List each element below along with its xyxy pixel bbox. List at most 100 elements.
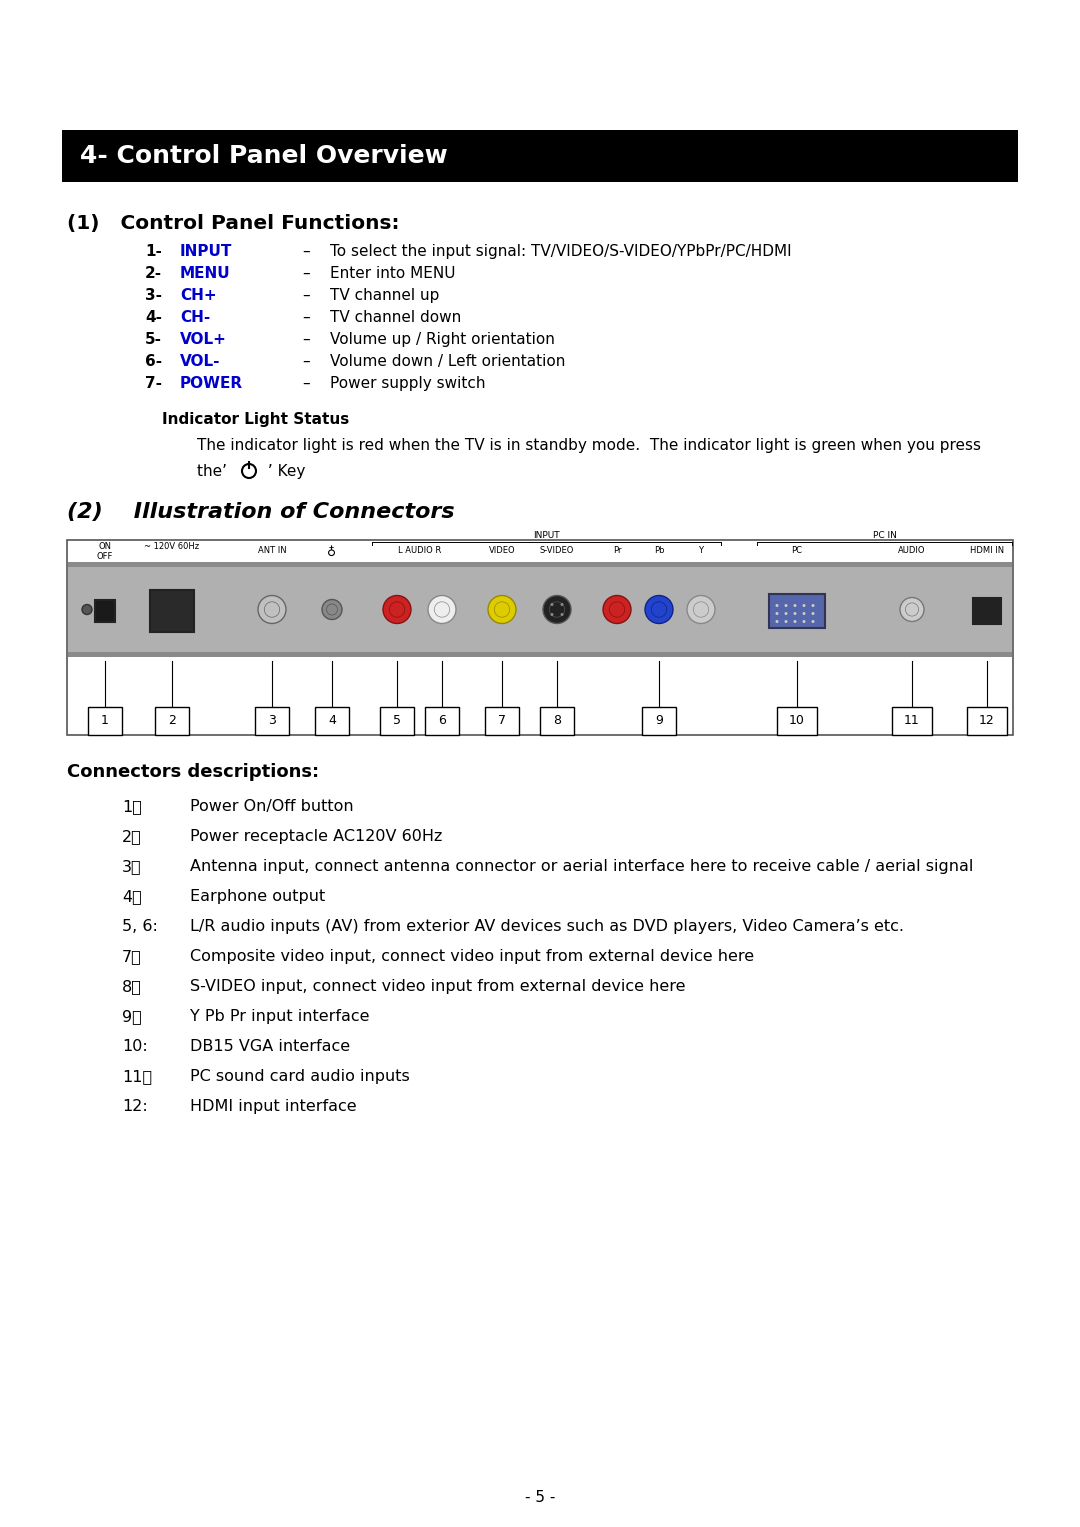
Circle shape [495, 602, 510, 617]
Bar [973, 597, 1001, 623]
Text: PC IN: PC IN [873, 531, 896, 541]
Text: 1：: 1： [122, 799, 141, 814]
Circle shape [775, 612, 779, 615]
Text: INPUT: INPUT [180, 244, 232, 260]
Circle shape [383, 596, 411, 623]
Bar [642, 707, 676, 734]
Text: 2: 2 [168, 715, 176, 727]
Circle shape [794, 612, 797, 615]
Text: 5, 6:: 5, 6: [122, 919, 158, 935]
Text: 11：: 11： [122, 1069, 152, 1084]
Circle shape [811, 605, 814, 608]
Text: 3：: 3： [122, 860, 141, 873]
Circle shape [609, 602, 624, 617]
Text: –: – [302, 354, 310, 370]
Text: 6-: 6- [145, 354, 162, 370]
Bar [62, 130, 1018, 182]
Bar [95, 600, 114, 621]
Bar [380, 707, 414, 734]
Text: VIDEO: VIDEO [488, 547, 515, 554]
Bar [255, 707, 289, 734]
Circle shape [784, 612, 787, 615]
Text: 10: 10 [789, 715, 805, 727]
Text: ♁: ♁ [327, 547, 337, 559]
Text: 5-: 5- [145, 331, 162, 347]
Text: VOL+: VOL+ [180, 331, 227, 347]
Circle shape [551, 603, 554, 606]
Circle shape [794, 620, 797, 623]
Circle shape [322, 600, 342, 620]
Bar [426, 707, 459, 734]
Text: 1-: 1- [145, 244, 162, 260]
Circle shape [905, 603, 919, 615]
Text: Y: Y [699, 547, 703, 554]
Circle shape [802, 620, 806, 623]
Text: 4-: 4- [145, 310, 162, 325]
Circle shape [900, 597, 924, 621]
Text: Enter into MENU: Enter into MENU [330, 266, 456, 281]
Bar [967, 707, 1007, 734]
Text: Pb: Pb [653, 547, 664, 554]
Bar [315, 707, 349, 734]
Circle shape [811, 620, 814, 623]
Text: 11: 11 [904, 715, 920, 727]
Circle shape [687, 596, 715, 623]
Text: The indicator light is red when the TV is in standby mode.  The indicator light : The indicator light is red when the TV i… [197, 438, 981, 454]
Circle shape [651, 602, 666, 617]
Text: –: – [302, 266, 310, 281]
Text: –: – [302, 244, 310, 260]
Text: Volume up / Right orientation: Volume up / Right orientation [330, 331, 555, 347]
Circle shape [693, 602, 708, 617]
Circle shape [551, 612, 554, 615]
Circle shape [794, 605, 797, 608]
Text: 2-: 2- [145, 266, 162, 281]
Circle shape [428, 596, 456, 623]
Text: TV channel up: TV channel up [330, 289, 440, 302]
Text: –: – [302, 289, 310, 302]
Text: 6: 6 [438, 715, 446, 727]
Bar [485, 707, 519, 734]
Circle shape [802, 612, 806, 615]
Text: POWER: POWER [180, 376, 243, 391]
Circle shape [326, 605, 337, 615]
Circle shape [258, 596, 286, 623]
Circle shape [543, 596, 571, 623]
Text: Indicator Light Status: Indicator Light Status [162, 412, 349, 428]
Text: PC: PC [792, 547, 802, 554]
Text: 4：: 4： [122, 889, 141, 904]
Circle shape [645, 596, 673, 623]
Text: –: – [302, 310, 310, 325]
Text: L AUDIO R: L AUDIO R [397, 547, 441, 554]
Text: Composite video input, connect video input from external device here: Composite video input, connect video inp… [190, 948, 754, 964]
Circle shape [784, 620, 787, 623]
Text: CH-: CH- [180, 310, 211, 325]
Text: VOL-: VOL- [180, 354, 220, 370]
Text: HDMI IN: HDMI IN [970, 547, 1004, 554]
Bar [68, 562, 1012, 657]
Bar [150, 589, 194, 632]
Text: To select the input signal: TV/VIDEO/S-VIDEO/YPbPr/PC/HDMI: To select the input signal: TV/VIDEO/S-V… [330, 244, 792, 260]
Bar [68, 567, 1012, 652]
Text: 8：: 8： [122, 979, 141, 994]
Text: (1)   Control Panel Functions:: (1) Control Panel Functions: [67, 214, 400, 234]
Text: 9: 9 [656, 715, 663, 727]
Text: S-VIDEO: S-VIDEO [540, 547, 575, 554]
Text: Earphone output: Earphone output [190, 889, 325, 904]
Text: Antenna input, connect antenna connector or aerial interface here to receive cab: Antenna input, connect antenna connector… [190, 860, 973, 873]
Circle shape [775, 620, 779, 623]
Text: L/R audio inputs (AV) from exterior AV devices such as DVD players, Video Camera: L/R audio inputs (AV) from exterior AV d… [190, 919, 904, 935]
Text: Power receptacle AC120V 60Hz: Power receptacle AC120V 60Hz [190, 829, 443, 844]
Text: 8: 8 [553, 715, 561, 727]
Text: Power supply switch: Power supply switch [330, 376, 486, 391]
Circle shape [802, 605, 806, 608]
Bar [67, 541, 1013, 734]
Text: Volume down / Left orientation: Volume down / Left orientation [330, 354, 565, 370]
Text: ON
OFF: ON OFF [97, 542, 113, 562]
Text: 7-: 7- [145, 376, 162, 391]
Text: the’: the’ [197, 464, 232, 479]
Bar [777, 707, 816, 734]
Bar [540, 707, 573, 734]
Circle shape [561, 612, 564, 615]
Text: 2：: 2： [122, 829, 141, 844]
Text: 1: 1 [102, 715, 109, 727]
